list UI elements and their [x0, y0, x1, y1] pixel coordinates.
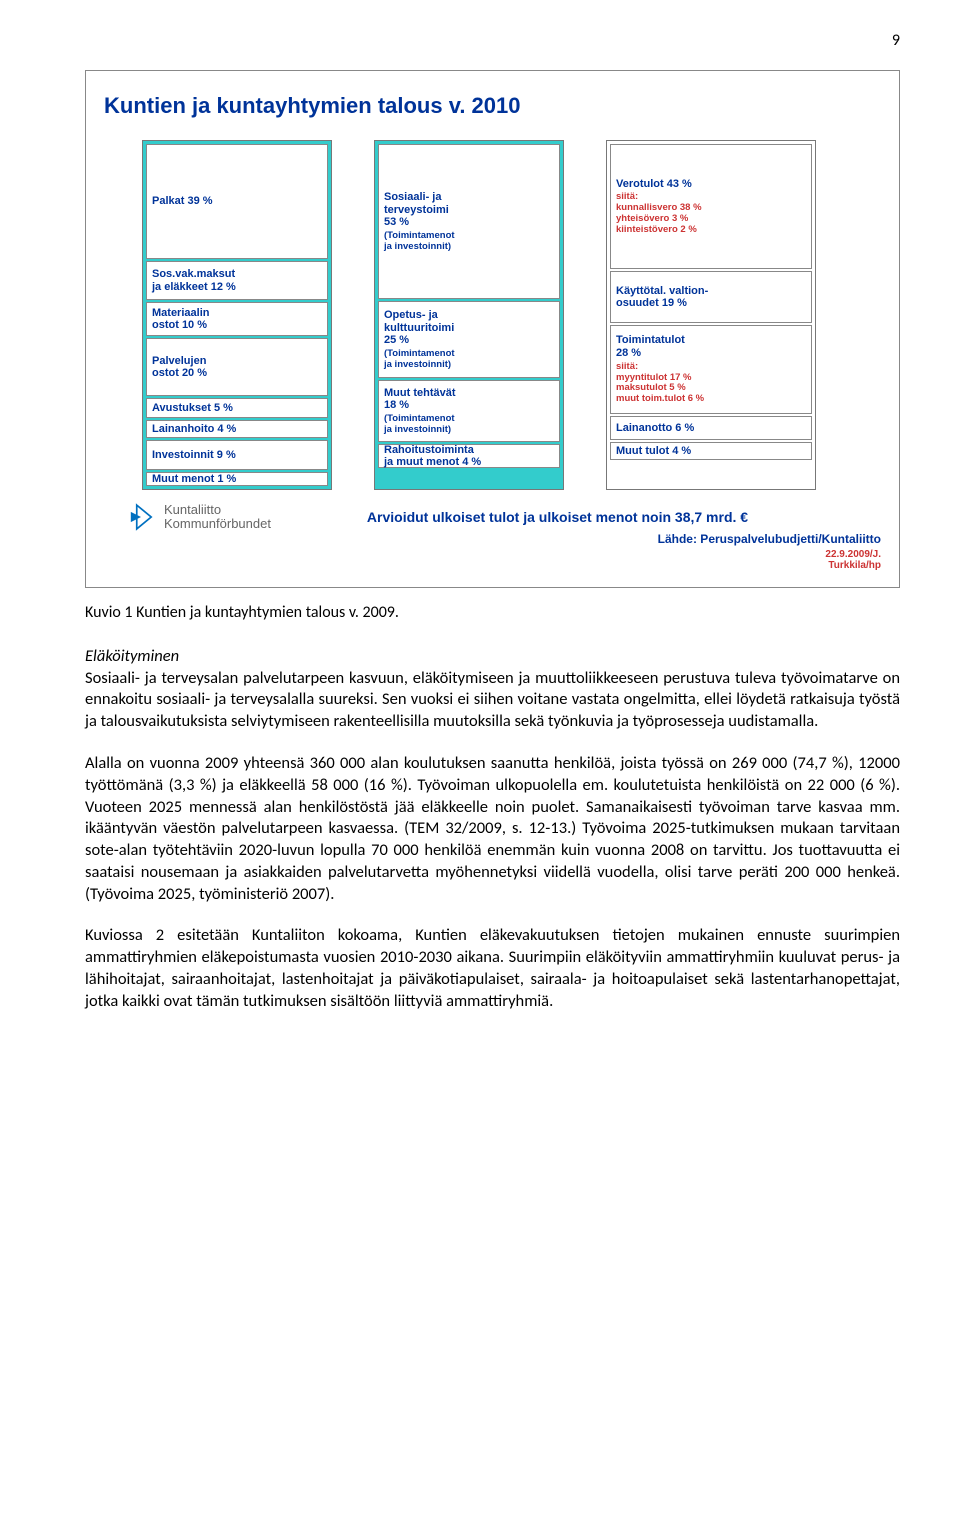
chart-date: 22.9.2009/J. Turkkila/hp	[104, 549, 881, 571]
chart-segment: Palkat 39 %	[146, 144, 328, 259]
kuntaliitto-logo-icon	[124, 500, 158, 534]
chart-source: Lähde: Peruspalvelubudjetti/Kuntaliitto	[104, 531, 881, 547]
chart-segment: Toimintatulot 28 %siitä: myyntitulot 17 …	[610, 325, 812, 414]
chart-columns: Palkat 39 %Sos.vak.maksut ja eläkkeet 12…	[104, 140, 881, 490]
paragraph-2: Alalla on vuonna 2009 yhteensä 360 000 a…	[85, 753, 900, 905]
logo-line1: Kuntaliitto	[164, 503, 271, 517]
chart-segment: Verotulot 43 %siitä: kunnallisvero 38 % …	[610, 144, 812, 269]
chart-segment: Lainanhoito 4 %	[146, 420, 328, 438]
chart-segment: Sosiaali- ja terveystoimi 53 %(Toimintam…	[378, 144, 560, 299]
chart-segment: Materiaalin ostot 10 %	[146, 302, 328, 336]
chart-segment: Muut menot 1 %	[146, 472, 328, 486]
chart-segment: Sos.vak.maksut ja eläkkeet 12 %	[146, 261, 328, 300]
page-number: 9	[85, 30, 900, 52]
chart-segment: Muut tulot 4 %	[610, 442, 812, 460]
column-income: Verotulot 43 %siitä: kunnallisvero 38 % …	[606, 140, 816, 490]
chart-title: Kuntien ja kuntayhtymien talous v. 2010	[104, 91, 881, 121]
logo-text: Kuntaliitto Kommunförbundet	[164, 503, 271, 532]
chart-segment: Käyttötal. valtion- osuudet 19 %	[610, 271, 812, 323]
chart-segment: Palvelujen ostot 20 %	[146, 338, 328, 396]
logo-line2: Kommunförbundet	[164, 517, 271, 531]
column-functions: Sosiaali- ja terveystoimi 53 %(Toimintam…	[374, 140, 564, 490]
chart-segment: Muut tehtävät 18 %(Toimintamenot ja inve…	[378, 380, 560, 442]
chart-segment: Lainanotto 6 %	[610, 416, 812, 440]
subsection-heading: Eläköityminen	[85, 646, 900, 668]
paragraph-1: Eläköityminen Sosiaali- ja terveysalan p…	[85, 646, 900, 733]
chart-segment: Investoinnit 9 %	[146, 440, 328, 470]
chart-footer-main: Arvioidut ulkoiset tulot ja ulkoiset men…	[234, 508, 881, 527]
chart-segment: Opetus- ja kulttuuritoimi 25 %(Toimintam…	[378, 301, 560, 378]
chart-segment: Rahoitustoiminta ja muut menot 4 %	[378, 444, 560, 468]
chart-frame: Kuntien ja kuntayhtymien talous v. 2010 …	[85, 70, 900, 589]
figure-caption: Kuvio 1 Kuntien ja kuntayhtymien talous …	[85, 602, 900, 624]
chart-segment: Avustukset 5 %	[146, 398, 328, 418]
paragraph-3: Kuviossa 2 esitetään Kuntaliiton kokoama…	[85, 925, 900, 1012]
column-expenses: Palkat 39 %Sos.vak.maksut ja eläkkeet 12…	[142, 140, 332, 490]
